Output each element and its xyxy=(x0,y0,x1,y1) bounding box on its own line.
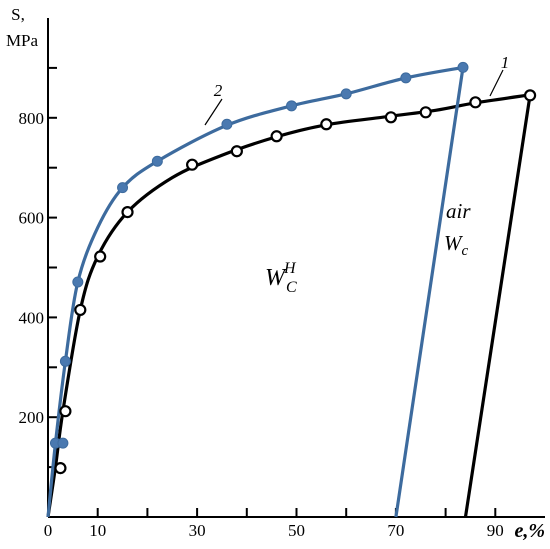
labels: S, MPa e,% 2 1 air Wc W C H xyxy=(6,5,545,542)
series-1-point xyxy=(230,145,243,158)
x-tick-label: 90 xyxy=(487,521,504,540)
axes: 200 400 600 800 0 10 30 50 70 90 xyxy=(19,18,545,540)
series-2-point xyxy=(286,100,298,112)
x-tick-label: 50 xyxy=(288,521,305,540)
series-2-unloading-line xyxy=(394,67,465,518)
curve-2-label: 2 xyxy=(214,81,223,100)
series-2-point xyxy=(72,276,84,288)
series-2-point xyxy=(59,355,71,367)
curve-1-label: 1 xyxy=(501,53,510,72)
curve-1-leader xyxy=(489,69,504,97)
x-tick-label: 0 xyxy=(44,521,53,540)
series-1-point xyxy=(270,130,283,143)
series-1-point xyxy=(74,303,87,317)
series-1-point xyxy=(54,461,67,475)
series-1-point xyxy=(469,96,482,109)
series-2-line xyxy=(46,65,464,518)
wch-label-sup: H xyxy=(283,260,297,277)
wc-sub: c xyxy=(462,243,469,259)
x-axis-title: e,% xyxy=(514,520,545,542)
series-2-point xyxy=(457,61,469,73)
series-1-point xyxy=(59,405,72,418)
series-1-point xyxy=(186,158,199,171)
series-2-point xyxy=(400,72,412,84)
y-tick-label: 200 xyxy=(19,408,45,427)
x-tick-label: 70 xyxy=(387,521,404,540)
series-2-point xyxy=(57,437,69,449)
air-label: air xyxy=(446,199,471,223)
y-tick-label: 400 xyxy=(19,308,45,327)
x-tick-label: 10 xyxy=(89,521,106,540)
wc-label: Wc xyxy=(444,231,469,259)
series-1-unloading-line xyxy=(463,94,532,518)
series-2-point xyxy=(340,88,352,100)
y-tick-label: 800 xyxy=(19,109,45,128)
series-1-point xyxy=(419,106,432,119)
series-1-point xyxy=(320,118,333,131)
wc-main: W xyxy=(444,231,464,255)
y-axis-title-line1: S, xyxy=(11,5,25,24)
series-1-point xyxy=(523,89,537,102)
y-tick-label: 600 xyxy=(19,209,45,228)
series-1-line xyxy=(46,93,531,518)
series-2-point xyxy=(221,118,233,130)
curve-2-leader xyxy=(204,98,223,126)
wch-label-main: W xyxy=(265,265,287,291)
x-tick-label: 30 xyxy=(189,521,206,540)
series-1-point xyxy=(121,206,134,219)
series-1-point xyxy=(94,250,107,263)
wch-label-sub: C xyxy=(286,279,297,296)
series-2-point xyxy=(117,182,129,194)
y-axis-title-line2: MPa xyxy=(6,31,39,50)
markers xyxy=(49,61,537,475)
series-1-point xyxy=(384,111,398,124)
label-leaders xyxy=(204,69,504,126)
series-2-point xyxy=(151,155,163,167)
